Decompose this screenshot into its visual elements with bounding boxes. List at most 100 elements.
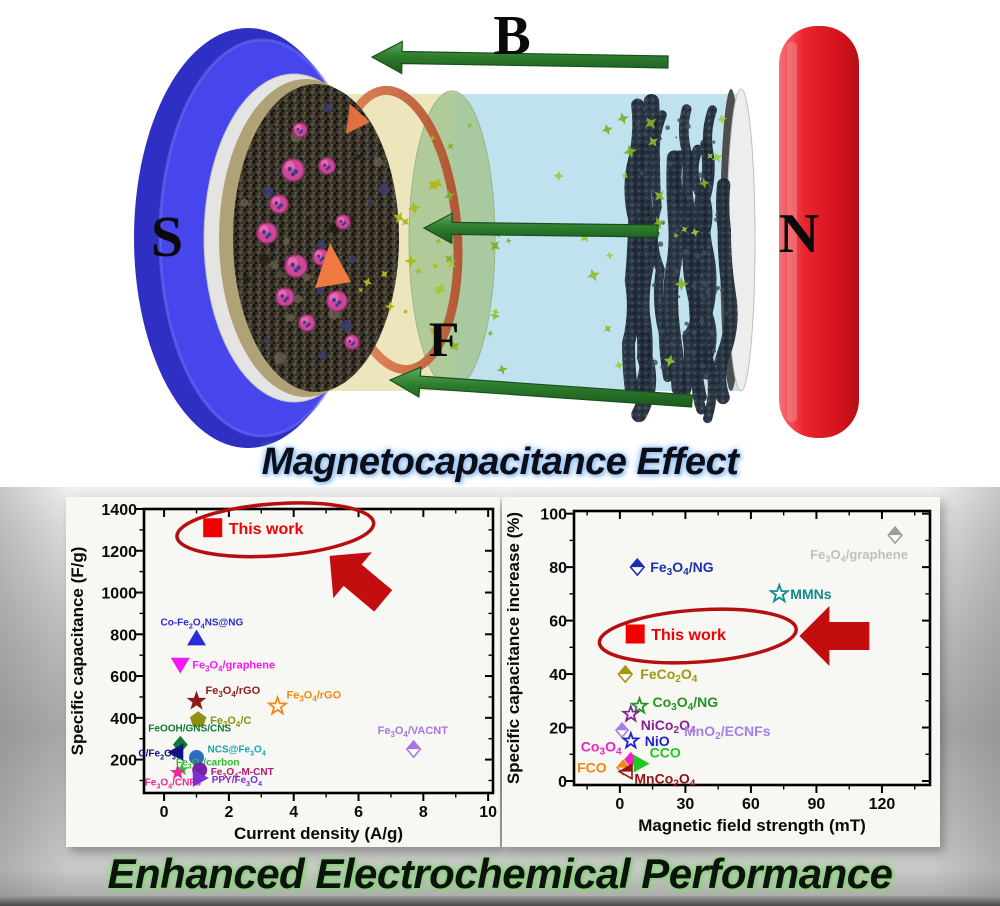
specific-capacitance-chart: 0 2 4 6 8 10 200 400 600 800 1000 1200 1400 Current d… [68,501,497,843]
point-label: Fe3O4/NG [650,559,713,578]
data-point [405,739,422,759]
lorentz-force-label: F [429,311,460,367]
y-tick-label: 40 [549,667,567,684]
data-point [167,743,184,762]
y-tick-label: 200 [110,753,137,770]
x-tick-label: 0 [160,804,169,821]
y-tick-label: 60 [549,614,567,631]
x-tick-label: 4 [289,804,298,821]
data-point [170,657,190,674]
point-label: Co-Fe2O4NS@NG [161,618,244,631]
point-label: This work [229,521,304,538]
ion-stars [433,112,728,375]
x-tick-label: 6 [354,804,363,821]
annotation-arrow [799,606,870,666]
data-point [629,695,650,715]
point-label: Co3O4 [581,739,622,758]
point-label: NiO [645,733,670,749]
y-tick-label: 1200 [101,544,137,561]
point-label: PPY/Fe3O4 [212,775,262,788]
point-label: Fe3O4/rGO [206,685,261,699]
loop-arrowhead-bottom [315,243,351,288]
point-label: Fe3O4/CNFs [145,778,202,791]
footer-title: Enhanced Electrochemical Performance [107,850,893,897]
point-label: FeOOH/GNS/CNS [148,724,231,735]
point-label: Co3O4/NG [653,694,719,713]
data-point [625,624,645,644]
annotation-oval [175,501,376,559]
data-point [620,730,641,750]
data-point [189,711,207,727]
data-point [614,721,630,739]
surface-ions [358,134,443,336]
data-point [192,769,209,787]
x-tick-label: 10 [479,804,497,821]
x-tick-label: 8 [419,804,428,821]
data-point [186,690,207,710]
lorentz-loop-heads [315,104,370,288]
y-tick-label: 0 [558,774,567,791]
data-point [188,750,205,765]
y-tick-label: 100 [540,507,567,524]
south-pole-label: S [151,204,183,269]
x-tick-label: 90 [808,796,826,813]
point-label: Fe3O4/C [210,715,251,729]
point-label: C/Fe2O3 [138,748,175,761]
x-axis-title: Current density (A/g) [234,824,403,843]
x-tick-label: 120 [869,796,896,813]
plot-frame [142,507,495,795]
point-label: MnO2/ECNFs [684,723,771,742]
data-point [887,525,903,545]
chart-panel-capacitance: 0 2 4 6 8 10 200 400 600 800 1000 1200 1400 Current d… [66,497,500,847]
diagram-title: Magnetocapacitance Effect [261,441,739,483]
x-tick-label: 2 [224,804,233,821]
y-tick-label: 800 [110,627,137,644]
point-label: NiCo2O4 [641,717,696,736]
point-label: Fe3O4/graphene [810,547,908,564]
electrode-left [203,73,443,403]
data-point [629,557,646,577]
x-axis-title: Magnetic field strength (mT) [638,816,866,835]
north-pole-label: N [779,203,819,265]
loop-arrowhead-top [346,104,370,134]
data-point [203,518,223,538]
y-tick-label: 80 [549,560,567,577]
point-label: Fe3O4/graphene [192,660,275,674]
data-point [266,694,289,716]
magnetic-field-label: B [493,5,530,67]
point-label: CCO [650,745,681,761]
data-point [169,764,186,780]
point-label: Fe3O4/rGO [287,689,342,703]
axis-ticks [136,508,493,801]
bottom-edge-strip [0,896,1000,906]
point-label: MnCo2O4 [634,771,695,790]
annotation-oval [597,607,798,665]
y-tick-label: 1400 [101,502,137,519]
axis-ticks [566,511,930,793]
y-axis-title: Specific capacitance increase (%) [504,512,523,784]
annotation-arrow [329,552,393,612]
y-tick-label: 400 [110,711,137,728]
point-label: FCO [577,760,607,776]
point-label: This work [651,627,726,644]
data-point [620,703,641,723]
field-arrows [370,40,694,408]
point-label: NCS@Fe3O4 [208,745,266,758]
chart-panel-increase: 0 30 60 90 120 0 20 40 60 80 100 Magnetic field str… [502,497,940,847]
x-tick-label: 30 [676,796,694,813]
cnt-forest [622,93,738,424]
data-point [633,754,650,773]
y-tick-label: 20 [549,721,567,738]
capacitance-increase-chart: 0 30 60 90 120 0 20 40 60 80 100 Magnetic field str… [504,507,932,835]
graphene-mesh-disc [233,84,399,392]
y-axis-title: Specific capacitance (F/g) [68,547,87,756]
point-label: Fe3O4/VACNT [378,725,449,739]
magnetocapacitance-diagram: B S N F [134,5,859,448]
point-label: MMNs [790,586,831,602]
x-tick-label: 60 [742,796,760,813]
data-point [768,582,791,604]
magnet-north [779,26,859,438]
data-point [617,664,634,684]
point-label: Fe3O4-M-CNT [211,767,274,780]
